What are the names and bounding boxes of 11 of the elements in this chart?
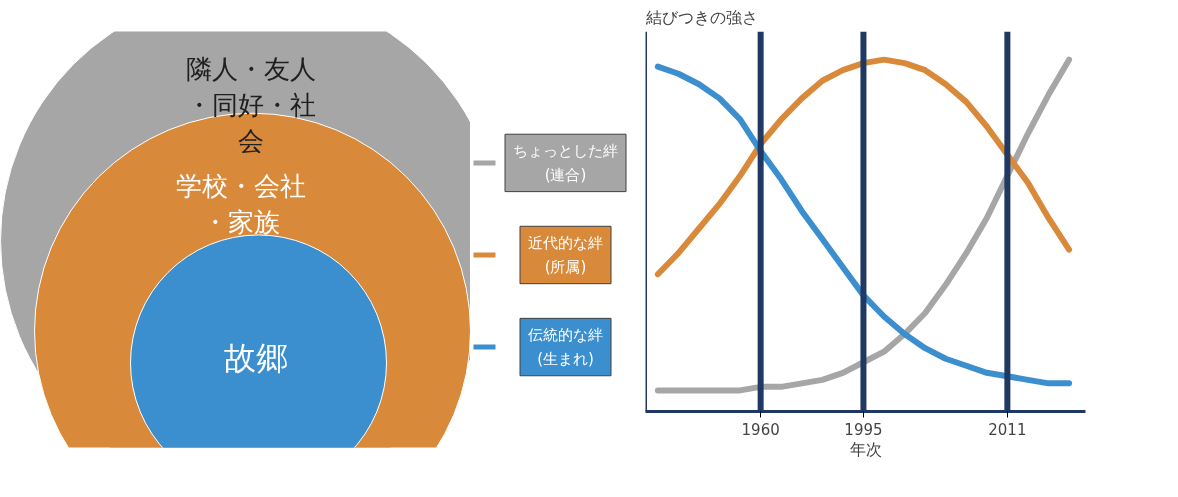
x-tick-label: 2011: [988, 420, 1027, 439]
x-tick-label: 1995: [844, 420, 883, 439]
x-axis-title: 年次: [849, 439, 882, 459]
legend-label: 伝統的な絆 (生まれ): [528, 326, 603, 368]
legend-label: 近代的な絆 (所属): [528, 234, 603, 276]
legend-label: ちょっとした絆 (連合): [513, 142, 618, 184]
x-tick-label: 1960: [741, 420, 780, 439]
text: 故郷: [223, 338, 288, 377]
y-axis-title: 結びつきの強さ: [644, 7, 758, 27]
text: 隣人・友人・同好・社会: [185, 54, 316, 157]
text: 学校・会社・家族: [175, 171, 306, 238]
